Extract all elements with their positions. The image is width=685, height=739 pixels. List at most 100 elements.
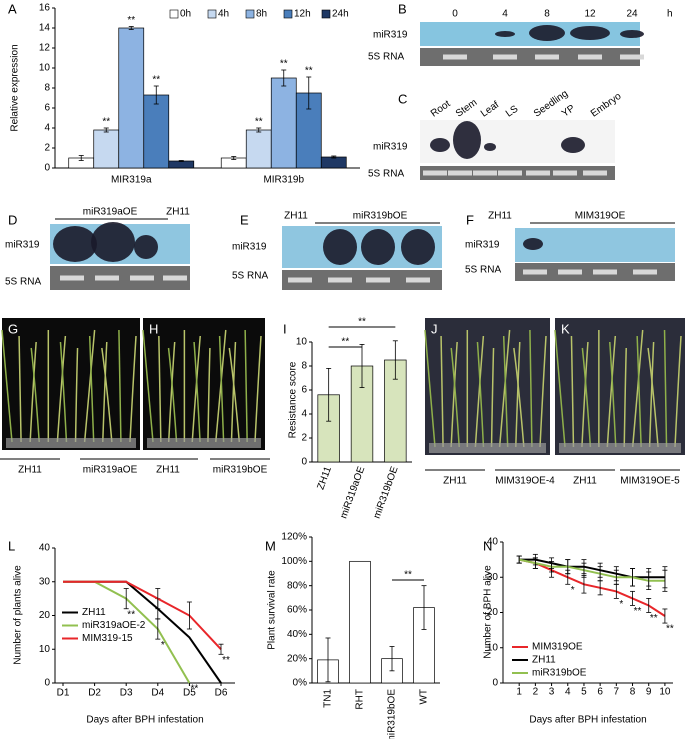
plant-stem: [581, 347, 592, 448]
x-tick-label: 9: [646, 687, 652, 698]
panel-label: F: [466, 212, 474, 227]
x-tick-label: 1: [516, 687, 522, 698]
rna-band: [526, 170, 550, 176]
row-label: miR319: [373, 142, 408, 153]
legend-label: 0h: [180, 9, 191, 20]
x-tick-label: D4: [151, 688, 164, 699]
lane-label: 12: [584, 9, 596, 20]
x-tick-label: MIR319b: [263, 175, 304, 186]
plant-stem: [254, 335, 262, 443]
bar: [270, 77, 297, 169]
series-line: [63, 580, 222, 650]
rna-band: [328, 277, 352, 283]
y-tick-label: 100%: [281, 556, 307, 567]
plant-stem: [101, 347, 113, 443]
y-tick-label: 10: [296, 337, 308, 348]
panel-label: L: [8, 538, 15, 553]
plant-stem: [158, 335, 162, 443]
plant-stem: [167, 347, 178, 443]
x-axis-label: Days after BPH infestation: [86, 715, 203, 726]
rna-band: [443, 54, 467, 60]
rna-band: [448, 170, 472, 176]
plant-stem: [647, 347, 659, 448]
lane-label: Leaf: [479, 99, 501, 119]
significance: **: [305, 66, 313, 77]
plant-stem: [30, 347, 40, 443]
y-tick-label: 80%: [287, 580, 307, 591]
plant-stem: [476, 341, 485, 448]
photo-label: miR319bOE: [213, 465, 268, 476]
bar: [245, 129, 272, 169]
x-tick-label: MIR319a: [111, 175, 152, 186]
lane-label: 0: [452, 9, 458, 20]
plant-stem: [244, 329, 248, 443]
series-line: [518, 558, 666, 617]
plant-stem: [609, 341, 617, 448]
lane-label: 24: [626, 9, 638, 20]
plant-stem: [193, 341, 201, 443]
y-tick-label: 60%: [287, 605, 307, 616]
y-tick-label: 2: [44, 143, 50, 154]
y-tick-label: 120%: [281, 532, 307, 543]
plant-stem: [118, 329, 122, 443]
plant-stem: [102, 341, 108, 443]
plant-stem: [18, 335, 22, 443]
rna-band: [620, 54, 644, 60]
rna-band: [130, 275, 154, 281]
legend-label: ZH11: [82, 607, 106, 618]
rna-band: [366, 277, 390, 283]
y-tick-label: 10: [39, 644, 51, 655]
y-axis-label: Number of plants alive: [13, 565, 24, 665]
row-label: miR319: [465, 240, 500, 251]
plant-stem: [29, 341, 37, 443]
pot: [559, 443, 681, 453]
x-tick-label: 3: [549, 687, 555, 698]
group-label: miR319aOE: [83, 207, 138, 218]
plant-stem: [623, 347, 627, 448]
x-tick-label: ZH11: [316, 465, 335, 491]
rna-band: [553, 170, 577, 176]
plant-stem: [424, 329, 436, 448]
y-tick-label: 20%: [287, 653, 307, 664]
plant-stem: [129, 335, 137, 443]
bracket-label: **: [404, 570, 412, 581]
lane-label: 8: [544, 9, 550, 20]
legend-label: miR319aOE-2: [82, 620, 146, 631]
x-tick-label: miR319aOE: [338, 465, 367, 520]
y-tick-label: 0: [301, 457, 307, 468]
legend-swatch: [207, 9, 217, 19]
significance: *: [571, 585, 575, 596]
blot-band: [453, 121, 481, 159]
x-tick-label: 5: [581, 687, 587, 698]
significance: *: [161, 640, 165, 651]
plant-stem: [1, 329, 13, 443]
bar: [168, 160, 195, 169]
photo-label: ZH11: [18, 465, 42, 476]
plant-stem: [450, 347, 460, 448]
rna-band: [498, 170, 522, 176]
blot-band: [523, 238, 543, 250]
plant-stem: [207, 347, 211, 443]
bar: [93, 129, 120, 169]
significance: **: [666, 624, 674, 635]
y-tick-label: 6: [301, 385, 307, 396]
x-tick-label: 7: [614, 687, 620, 698]
legend-swatch: [321, 9, 331, 19]
bracket-label: **: [358, 317, 366, 328]
legend-swatch: [245, 9, 255, 19]
panel-label: D: [8, 212, 17, 227]
plant-stem: [142, 329, 154, 443]
panel-label: I: [283, 321, 287, 336]
panel-label: N: [483, 538, 492, 553]
y-tick-label: 14: [39, 23, 51, 34]
panel-label: J: [431, 321, 438, 336]
x-tick-label: 8: [630, 687, 636, 698]
y-axis-label: Relative expression: [10, 44, 21, 131]
bar: [118, 27, 145, 169]
panel-label: B: [398, 1, 407, 16]
rna-band: [558, 269, 582, 275]
row-label: miR319: [373, 30, 408, 41]
significance: **: [650, 613, 658, 624]
panel-label: E: [240, 212, 249, 227]
plant-stem: [674, 335, 682, 448]
